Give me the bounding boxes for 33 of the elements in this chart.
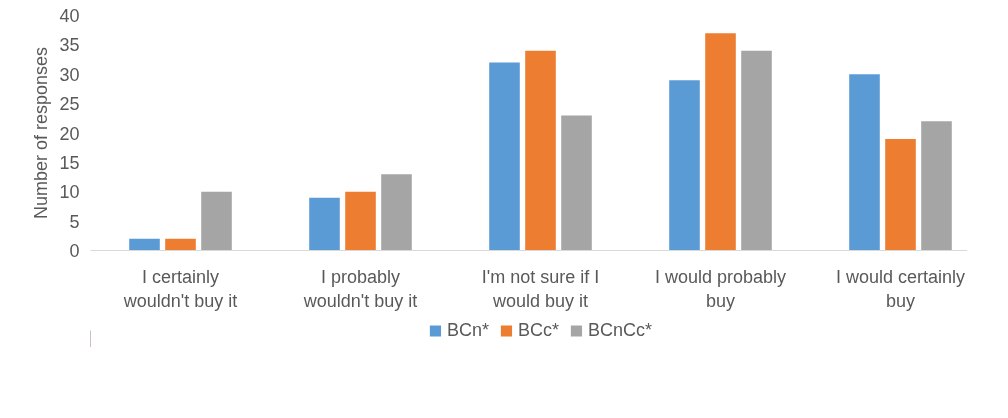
y-axis-title: Number of responses [31, 46, 52, 220]
bar [741, 50, 772, 251]
bar [885, 138, 916, 251]
legend-label: BCn* [446, 319, 489, 341]
bar [381, 174, 412, 251]
y-tick-label: 20 [59, 123, 80, 144]
x-tick-label: I'm not sure if I would buy it [481, 266, 600, 311]
y-tick-label: 15 [59, 152, 80, 173]
bar [165, 238, 196, 251]
y-tick-label: 5 [69, 211, 80, 232]
y-tick-label: 0 [69, 241, 80, 261]
y-tick-label: 10 [59, 182, 80, 203]
y-tick-label: 35 [59, 35, 80, 56]
bar [669, 80, 700, 251]
y-tick-label: 30 [59, 64, 80, 85]
bar [705, 33, 736, 251]
bar [309, 197, 340, 251]
bar [921, 121, 952, 251]
x-tick-label: I probably wouldn't buy it [302, 266, 418, 311]
x-tick-label: I certainly wouldn't buy it [122, 266, 238, 311]
bar [129, 238, 160, 251]
y-tick-label: 40 [59, 6, 80, 26]
bar [201, 191, 232, 251]
bar [489, 62, 520, 251]
legend-label: BCc* [517, 319, 560, 341]
bar [345, 191, 376, 251]
y-tick-label: 25 [59, 94, 80, 115]
legend-label: BCnCc* [588, 319, 653, 341]
x-tick-label: I would probably buy [654, 266, 787, 311]
x-tick-label: I would certainly buy [835, 266, 966, 311]
bar [525, 50, 556, 251]
bar [849, 74, 880, 251]
bar [561, 115, 592, 251]
